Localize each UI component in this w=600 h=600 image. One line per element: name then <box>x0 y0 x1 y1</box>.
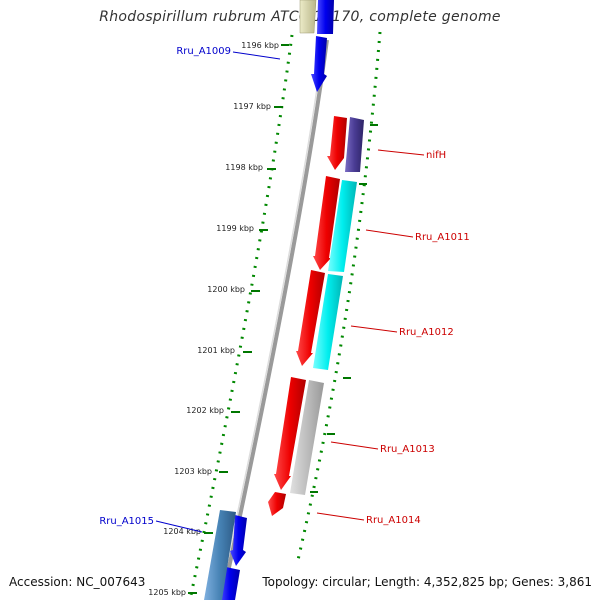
leader-line-rru-a1013 <box>330 441 379 450</box>
gene-arrow-red-1[interactable] <box>327 116 347 170</box>
leader-line-rru-a1011 <box>365 229 414 238</box>
gene-arrow-red-3[interactable] <box>296 270 325 366</box>
leader-line-rru-a1009 <box>232 51 281 60</box>
gene-label-rru-a1013[interactable]: Rru_A1013 <box>380 444 435 455</box>
genome-backbone <box>220 39 329 600</box>
scale-label: 1196 kbp <box>241 41 279 50</box>
gene-arrow-rru-a1014[interactable] <box>268 492 286 516</box>
gene-arrow-rru-a1009-top[interactable] <box>317 0 334 34</box>
scale-label: 1204 kbp <box>163 527 201 536</box>
scale-label: 1201 kbp <box>197 346 235 355</box>
gene-label-nifh[interactable]: nifH <box>426 150 446 161</box>
gene-label-rru-a1012[interactable]: Rru_A1012 <box>399 327 454 338</box>
gene-arrow-rru-a1012[interactable] <box>313 274 343 370</box>
genes-value: 3,861 <box>557 575 592 589</box>
genome-backbone-highlight <box>218 39 325 600</box>
gene-arrow-olive[interactable] <box>299 0 317 34</box>
gene-label-rru-a1009[interactable]: Rru_A1009 <box>176 46 231 57</box>
leader-line-rru-a1014 <box>316 512 365 521</box>
gene-label-rru-a1014[interactable]: Rru_A1014 <box>366 515 421 526</box>
length-value: 4,352,825 bp <box>423 575 504 589</box>
leader-line-rru-a1015 <box>155 520 203 533</box>
genome-summary: Topology: circular; Length: 4,352,825 bp… <box>262 575 592 589</box>
scale-label: 1198 kbp <box>225 163 263 172</box>
accession-info: Accession: NC_007643 <box>9 575 146 589</box>
gene-arrow-red-2[interactable] <box>313 176 340 270</box>
gene-arrow-nifh[interactable] <box>345 117 364 172</box>
gene-arrow-rru-a1011[interactable] <box>328 180 357 272</box>
gene-arrow-rru-a1015-a[interactable] <box>230 515 247 566</box>
inner-ring-dots <box>296 31 382 561</box>
gene-arrow-rru-a1009[interactable] <box>311 36 327 92</box>
scale-label: 1205 kbp <box>148 588 186 597</box>
gene-arrow-rru-a1015-steel[interactable] <box>204 510 236 600</box>
scale-label: 1202 kbp <box>186 406 224 415</box>
leader-line-rru-a1012 <box>350 325 398 333</box>
leader-line-nifh <box>377 149 425 156</box>
gene-arrow-red-4[interactable] <box>274 377 306 490</box>
gene-arrow-rru-a1013[interactable] <box>290 380 324 495</box>
gene-label-rru-a1011[interactable]: Rru_A1011 <box>415 232 470 243</box>
scale-label: 1203 kbp <box>174 467 212 476</box>
scale-label: 1199 kbp <box>216 224 254 233</box>
gene-label-rru-a1015[interactable]: Rru_A1015 <box>99 516 154 527</box>
topology-value: circular <box>322 575 367 589</box>
accession-value: NC_007643 <box>76 575 146 589</box>
scale-label: 1200 kbp <box>207 285 245 294</box>
scale-label: 1197 kbp <box>233 102 271 111</box>
